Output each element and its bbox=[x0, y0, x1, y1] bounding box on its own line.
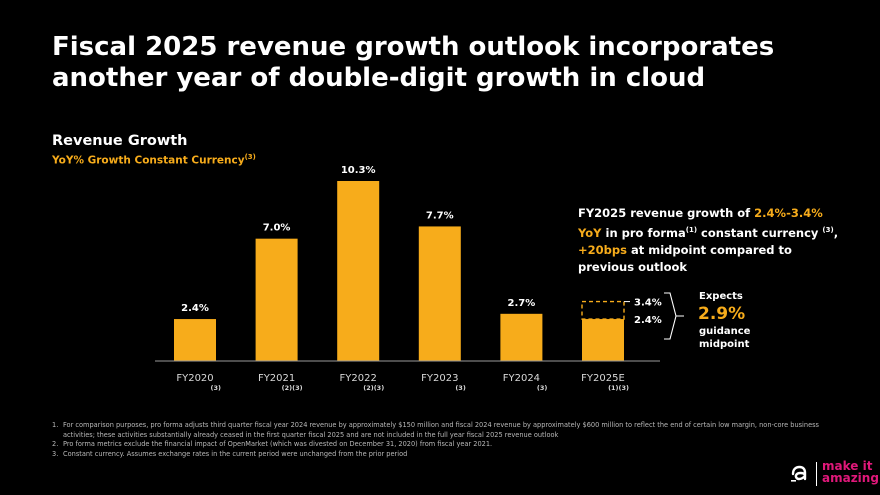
data-label: 2.7% bbox=[508, 298, 536, 309]
callout-sup-1: (1) bbox=[685, 226, 698, 234]
chart-subtitle-sup: (3) bbox=[244, 153, 256, 161]
callout-sup-2: (3) bbox=[822, 226, 834, 234]
callout-text-3: constant currency bbox=[697, 225, 823, 240]
brand-logo-icon bbox=[791, 465, 807, 482]
x-tick-note: (3) bbox=[537, 384, 547, 392]
footnote-number: 3. bbox=[52, 449, 59, 458]
footnote-text: For comparison purposes, pro forma adjus… bbox=[63, 421, 819, 439]
x-tick-note: (1)(3) bbox=[608, 384, 629, 392]
x-tick-label: FY2020 bbox=[176, 373, 213, 384]
footnote-number: 2. bbox=[52, 440, 59, 448]
x-tick-note: (3) bbox=[455, 384, 465, 392]
footnote-1: 1. For comparison purposes, pro forma adj… bbox=[52, 421, 832, 440]
logo-divider bbox=[816, 462, 817, 486]
x-tick-label: FY2024 bbox=[503, 373, 540, 384]
x-tick-label: FY2025E bbox=[581, 373, 625, 384]
callout-bps: +20bps bbox=[578, 242, 627, 257]
x-tick-note: (2)(3) bbox=[363, 384, 384, 392]
bar-fy2025e bbox=[582, 319, 624, 361]
data-label: 10.3% bbox=[341, 165, 376, 176]
bar-fy2024 bbox=[500, 313, 543, 361]
footnote-number: 1. bbox=[52, 421, 59, 429]
x-tick-label: FY2023 bbox=[421, 373, 458, 384]
footnote-text: Constant currency. Assumes exchange rate… bbox=[63, 449, 408, 458]
callout-text-5: at midpoint compared to previous outlook bbox=[578, 242, 792, 274]
footnote-2: 2. Pro forma metrics exclude the financia… bbox=[52, 440, 832, 450]
footnote-text: Pro forma metrics exclude the financial … bbox=[63, 440, 493, 448]
data-label: 2.4% bbox=[181, 303, 209, 314]
callout-yoy: YoY bbox=[578, 225, 602, 240]
expects-value: 2.9% bbox=[698, 304, 746, 324]
data-label: 7.7% bbox=[426, 210, 454, 221]
outlook-callout: FY2025 revenue growth of 2.4%-3.4% YoY i… bbox=[578, 205, 848, 276]
expects-footer: guidance midpoint bbox=[699, 326, 751, 350]
guidance-range-box bbox=[581, 300, 625, 320]
bar-fy2022 bbox=[337, 181, 380, 361]
x-tick-label: FY2021 bbox=[258, 373, 295, 384]
expects-label: Expects bbox=[699, 291, 743, 302]
range-high-label: 3.4% bbox=[634, 298, 662, 309]
footnote-3: 3. Constant currency. Assumes exchange ra… bbox=[52, 450, 832, 460]
guidance-brace bbox=[664, 292, 684, 340]
data-label: 7.0% bbox=[263, 223, 291, 234]
footnotes: 1. For comparison purposes, pro forma adj… bbox=[52, 421, 832, 459]
callout-text-1: FY2025 revenue growth of bbox=[578, 206, 755, 220]
bar-fy2020 bbox=[174, 319, 216, 361]
tagline-line-2: amazing bbox=[822, 471, 879, 485]
x-tick-note: (2)(3) bbox=[282, 384, 303, 392]
tagline-line-1: make it bbox=[822, 459, 873, 473]
x-tick-note: (3) bbox=[211, 384, 221, 392]
chart-subtitle-text: YoY% Growth Constant Currency bbox=[52, 154, 245, 167]
chart-title: Revenue Growth bbox=[52, 133, 188, 149]
data-label: 2.4% bbox=[634, 315, 662, 326]
chart-subtitle: YoY% Growth Constant Currency(3) bbox=[52, 153, 256, 167]
bar-fy2021 bbox=[255, 238, 298, 361]
slide-title: Fiscal 2025 revenue growth outlook incor… bbox=[52, 32, 775, 93]
x-tick-label: FY2022 bbox=[340, 373, 377, 384]
callout-text-2: in pro forma bbox=[601, 225, 686, 240]
callout-text-4: , bbox=[833, 225, 839, 240]
callout-range: 2.4%-3.4% bbox=[754, 206, 823, 220]
bar-fy2023 bbox=[418, 226, 461, 361]
brand-tagline: make it amazing bbox=[822, 460, 879, 484]
